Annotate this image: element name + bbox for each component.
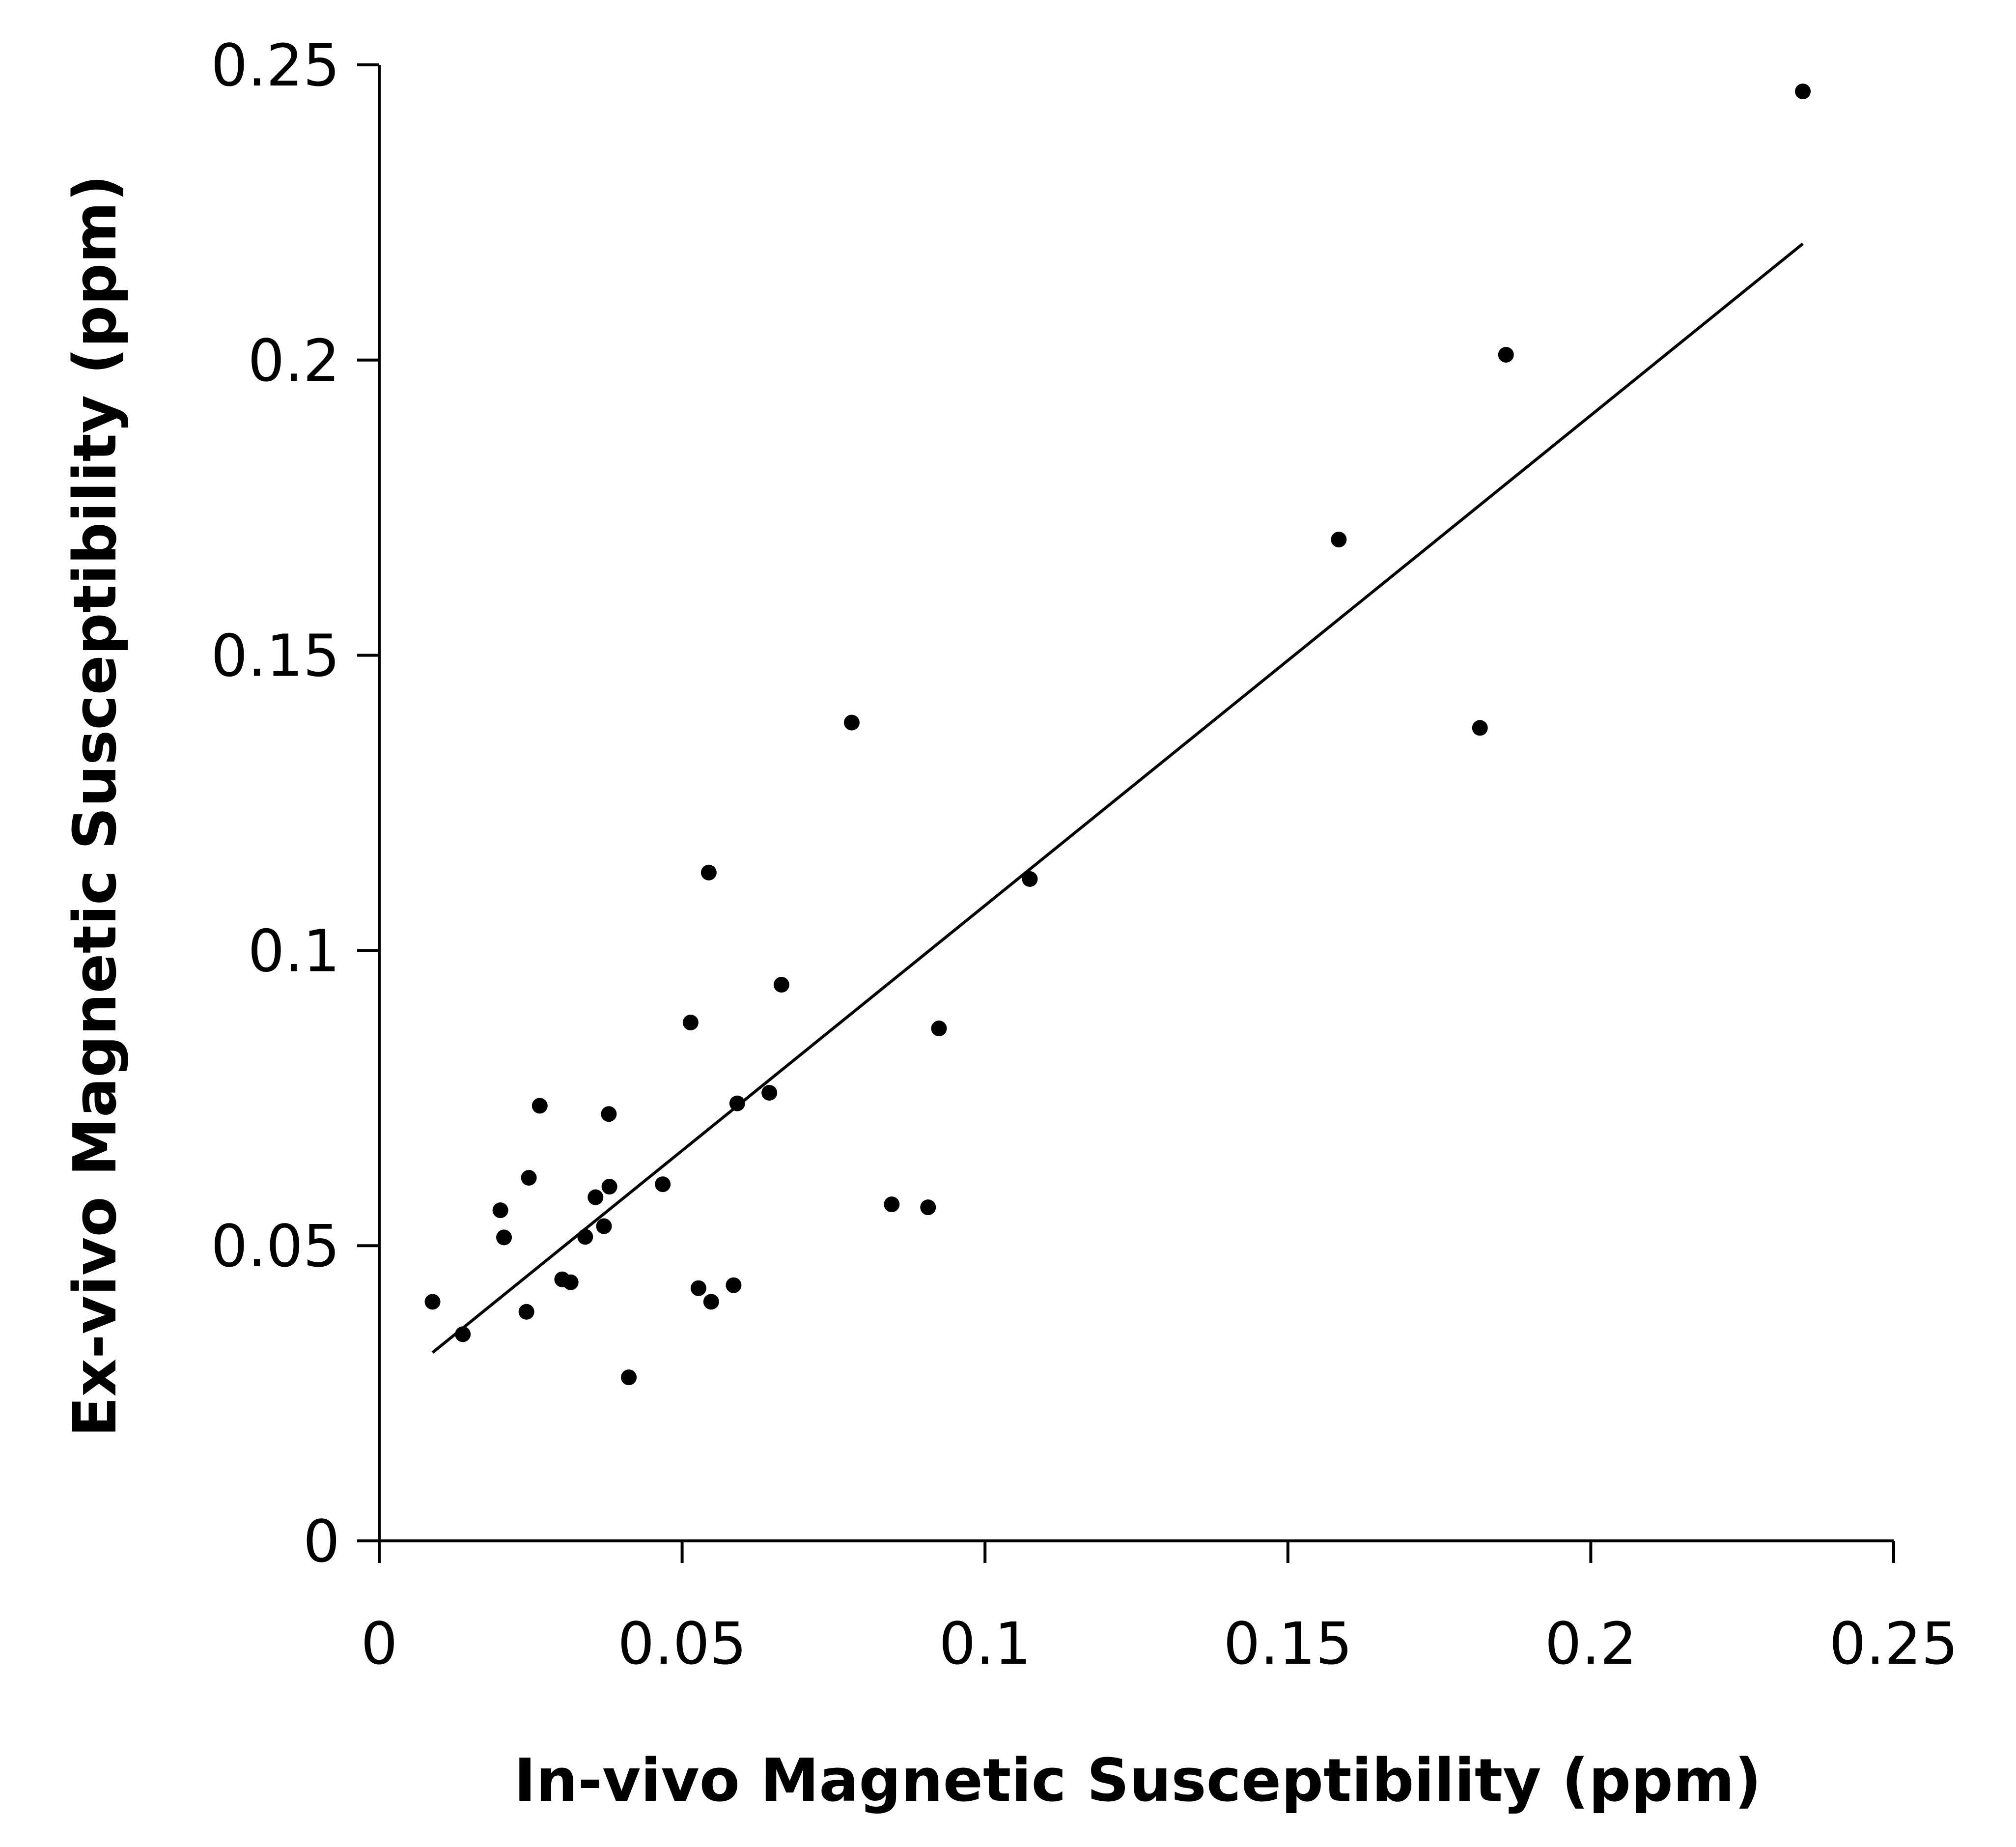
x-tick-label: 0.2: [1545, 1610, 1637, 1677]
data-point: [920, 1199, 936, 1216]
data-point: [761, 1084, 778, 1101]
data-point: [884, 1196, 900, 1213]
data-point: [682, 1014, 699, 1030]
trend-line: [431, 242, 1804, 1354]
data-point: [729, 1095, 745, 1111]
x-axis-title: In-vivo Magnetic Susceptibility (ppm): [514, 1747, 1762, 1815]
x-tick-label: 0: [361, 1610, 397, 1677]
data-point: [601, 1106, 617, 1122]
y-tick-label: 0.1: [248, 917, 340, 985]
data-point: [1022, 871, 1038, 887]
y-axis-ticks: 0 0.05 0.1 0.15 0.2 0.25: [211, 31, 379, 1575]
data-point: [596, 1218, 612, 1234]
y-tick-label: 0.15: [211, 622, 340, 690]
x-tick-label: 0.25: [1829, 1610, 1959, 1677]
data-point: [492, 1202, 508, 1219]
x-tick-label: 0.05: [617, 1610, 747, 1677]
data-point: [601, 1179, 617, 1195]
x-tick-label: 0.15: [1223, 1610, 1352, 1677]
data-point: [1472, 720, 1488, 736]
data-point: [455, 1326, 471, 1342]
data-point: [1331, 532, 1347, 548]
data-point: [424, 1294, 441, 1310]
data-point: [588, 1189, 604, 1205]
data-point: [655, 1176, 671, 1193]
data-point: [700, 864, 717, 881]
data-point: [726, 1277, 742, 1293]
y-tick-label: 0.05: [211, 1212, 340, 1280]
data-point: [931, 1021, 947, 1037]
data-point: [518, 1304, 534, 1320]
data-point: [562, 1274, 579, 1290]
y-tick-label: 0.25: [211, 31, 340, 99]
data-point: [703, 1294, 719, 1310]
data-point: [843, 714, 860, 731]
data-point: [690, 1280, 706, 1296]
data-point: [577, 1229, 593, 1245]
data-point: [1498, 346, 1514, 363]
data-point: [496, 1229, 512, 1246]
data-point: [621, 1369, 637, 1386]
data-point: [773, 977, 789, 993]
data-point: [521, 1170, 537, 1186]
data-points: [424, 84, 1811, 1386]
x-axis-ticks: 0 0.05 0.1 0.15 0.2 0.25: [361, 1541, 1958, 1677]
data-point: [1795, 84, 1811, 100]
y-axis-title: Ex-vivo Magnetic Susceptibility (ppm): [61, 175, 130, 1437]
y-tick-label: 0.2: [248, 327, 340, 395]
y-tick-label: 0: [303, 1507, 340, 1575]
x-tick-label: 0.1: [939, 1610, 1031, 1677]
data-point: [532, 1098, 548, 1114]
